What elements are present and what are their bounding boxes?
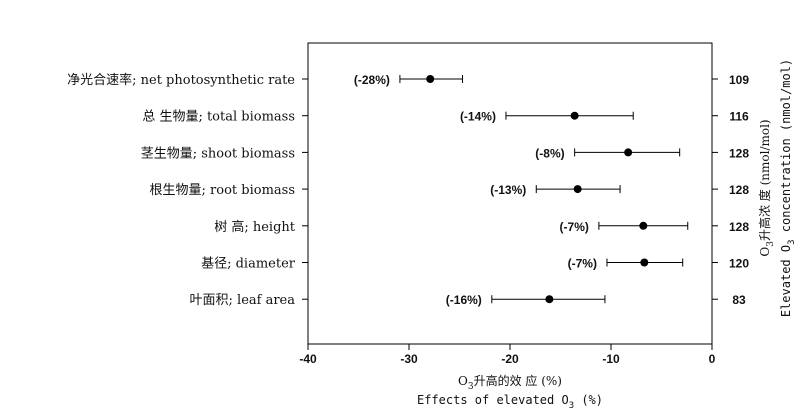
- x-tick-label: -30: [400, 352, 418, 366]
- x-tick-label: -10: [602, 352, 620, 366]
- chart-marks: -40 -30 -20 -10 0 净光合速率; net photosynthetic r…: [67, 72, 749, 366]
- data-point: [426, 75, 435, 83]
- concentration-label: 128: [729, 220, 749, 234]
- x-tick-label: 0: [709, 352, 716, 366]
- right-axis-title-en: Elevated O3 concentration (nmol/mol): [779, 59, 797, 317]
- data-point: [624, 148, 633, 157]
- concentration-label: 120: [729, 257, 749, 271]
- category-label: 茎生物量; shoot biomass: [141, 146, 295, 161]
- x-axis-title-en: Effects of elevated O3 (%): [417, 393, 603, 411]
- data-point: [545, 295, 554, 304]
- concentration-label: 83: [732, 293, 746, 307]
- category-label: 树 高; height: [214, 219, 296, 235]
- x-axis-title-cn: O3升高的效 应 (%): [458, 373, 562, 392]
- data-point: [573, 185, 582, 194]
- category-label: 叶面积; leaf area: [190, 293, 296, 308]
- right-axis-title-cn: O3升高浓 度 (nmol/mol): [757, 119, 776, 256]
- concentration-label: 128: [729, 146, 749, 160]
- data-point: [639, 221, 648, 230]
- effect-percent-label: (-7%): [560, 220, 589, 234]
- category-label: 基径; diameter: [201, 257, 296, 272]
- effect-percent-label: (-14%): [460, 110, 496, 124]
- category-label: 总 生物量; total biomass: [142, 110, 295, 125]
- x-tick-label: -40: [299, 352, 317, 366]
- effect-percent-label: (-13%): [490, 183, 526, 197]
- concentration-label: 128: [729, 183, 749, 197]
- effect-percent-label: (-28%): [354, 73, 390, 87]
- x-tick-label: -20: [501, 352, 519, 366]
- category-label: 净光合速率; net photosynthetic rate: [67, 72, 295, 88]
- data-point: [640, 258, 649, 267]
- effect-percent-label: (-16%): [446, 293, 482, 307]
- effect-percent-label: (-7%): [568, 257, 597, 271]
- concentration-label: 116: [729, 110, 749, 124]
- category-label: 根生物量; root biomass: [150, 183, 295, 198]
- concentration-label: 109: [729, 73, 749, 87]
- data-point: [570, 111, 579, 120]
- effect-percent-label: (-8%): [535, 146, 564, 160]
